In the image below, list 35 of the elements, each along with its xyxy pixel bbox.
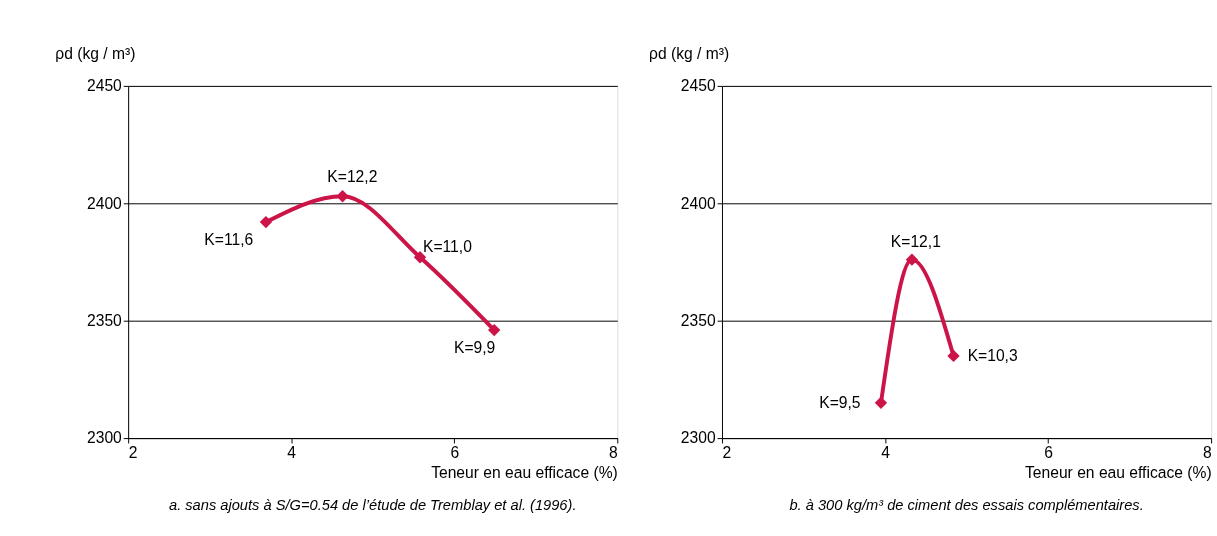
x-tick-label: 4 <box>287 444 297 462</box>
text: a. sans ajouts à S/G=0.54 de l’étude de Tremblay et al. (1996). <box>168 496 577 513</box>
x-tick-label: 8 <box>1202 444 1212 462</box>
annotation: K=12,2 <box>327 167 378 185</box>
point <box>947 349 960 363</box>
point <box>336 190 349 203</box>
y-tick-label: 2400 <box>87 194 123 212</box>
y-axis-title: ρd (kg / m³) <box>55 45 136 62</box>
annotation: K=9,9 <box>453 338 496 356</box>
x-tick-label: 2 <box>722 444 732 462</box>
annotation: K=10,3 <box>967 346 1018 364</box>
point <box>874 396 888 410</box>
y-tick-label: 2300 <box>680 429 716 447</box>
point <box>488 323 501 337</box>
annotation: K=12,1 <box>890 232 941 250</box>
y-tick-label: 2400 <box>680 194 716 212</box>
y-axis-title: ρd (kg / m³) <box>649 45 730 62</box>
y-tick-label: 2300 <box>87 429 123 447</box>
y-tick-label: 2350 <box>680 312 716 330</box>
x-axis-title: Teneur en eau efficace (%) <box>1024 463 1212 481</box>
annotation: K=11,0 <box>422 238 473 256</box>
x-tick-label: 4 <box>881 444 891 462</box>
x-tick-label: 2 <box>128 444 138 462</box>
y-tick-label: 2450 <box>87 77 123 95</box>
annotation: K=9,5 <box>819 393 861 411</box>
x-tick-label: 6 <box>450 444 460 462</box>
x-axis-title: Teneur en eau efficace (%) <box>431 463 618 481</box>
x-tick-label: 8 <box>609 444 619 462</box>
x-tick-label: 6 <box>1044 444 1054 462</box>
y-tick-label: 2450 <box>680 77 716 95</box>
point <box>905 253 919 266</box>
y-tick-label: 2350 <box>87 312 123 330</box>
annotation: K=11,6 <box>204 230 254 248</box>
point <box>259 215 273 229</box>
text: b. à 300 kg/m³ de ciment des essais complémentaires. <box>789 496 1144 513</box>
